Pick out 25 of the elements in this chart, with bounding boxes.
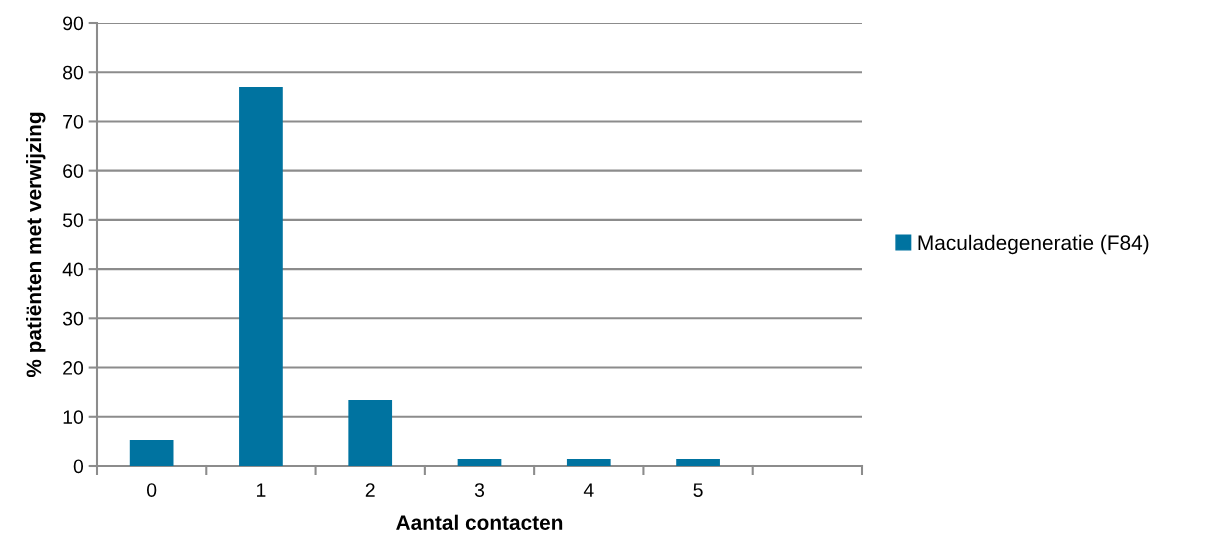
bar [239, 86, 283, 466]
y-tick-label: 0 [73, 459, 84, 474]
y-axis-title: % patiënten met verwijzing [26, 112, 46, 378]
y-tick-label: 50 [62, 213, 84, 228]
x-tick-label: 0 [147, 483, 157, 497]
bar [457, 459, 502, 466]
x-tick-label: 3 [474, 483, 485, 497]
x-tick-label: 5 [693, 483, 703, 497]
bar [348, 400, 393, 466]
bar [129, 439, 174, 466]
x-tick-label: 1 [257, 483, 266, 497]
x-tick-label: 4 [583, 483, 594, 497]
bar [566, 459, 611, 466]
y-tick-label: 40 [62, 262, 84, 277]
bar [676, 459, 720, 466]
x-axis-title: Aantal contacten [396, 514, 563, 530]
y-tick-label: 10 [63, 410, 84, 425]
y-tick-label: 90 [63, 16, 84, 31]
y-tick-label: 60 [63, 164, 84, 178]
y-tick-label: 80 [63, 65, 84, 80]
legend-label: Maculadegeneratie (F84) [918, 234, 1149, 255]
x-tick-label: 2 [365, 483, 375, 497]
y-tick-label: 20 [63, 361, 84, 375]
y-tick-label: 30 [62, 311, 84, 326]
y-tick-label: 70 [63, 114, 84, 129]
